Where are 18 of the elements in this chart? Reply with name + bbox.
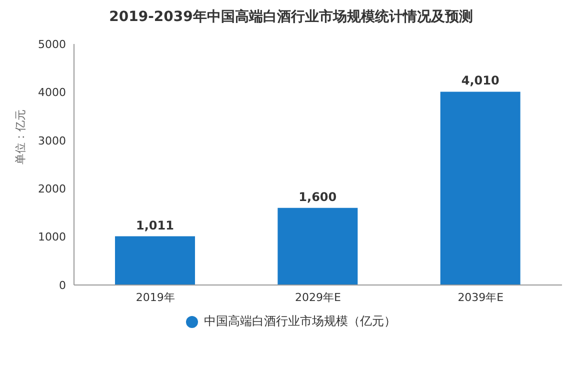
x-tick-label: 2029年E (295, 290, 342, 304)
y-tick-label: 5000 (38, 38, 66, 51)
data-label: 1,011 (136, 218, 174, 232)
data-label: 1,600 (298, 190, 337, 204)
x-tick-label: 2019年 (136, 290, 175, 304)
x-tick-label: 2039年E (458, 290, 504, 304)
y-tick-label: 0 (59, 278, 66, 292)
y-tick-label: 2000 (38, 182, 66, 196)
legend-label: 中国高端白酒行业市场规模（亿元） (203, 313, 396, 330)
y-axis-title: 单位：亿元 (14, 110, 27, 164)
y-tick-label: 3000 (38, 134, 66, 148)
bar (440, 92, 520, 285)
bar (115, 236, 195, 285)
chart-title: 2019-2039年中国高端白酒行业市场规模统计情况及预测 (108, 8, 474, 26)
y-tick-label: 4000 (38, 86, 66, 100)
data-label: 4,010 (461, 74, 500, 88)
y-tick-label: 1000 (38, 230, 66, 244)
bar (278, 208, 358, 285)
